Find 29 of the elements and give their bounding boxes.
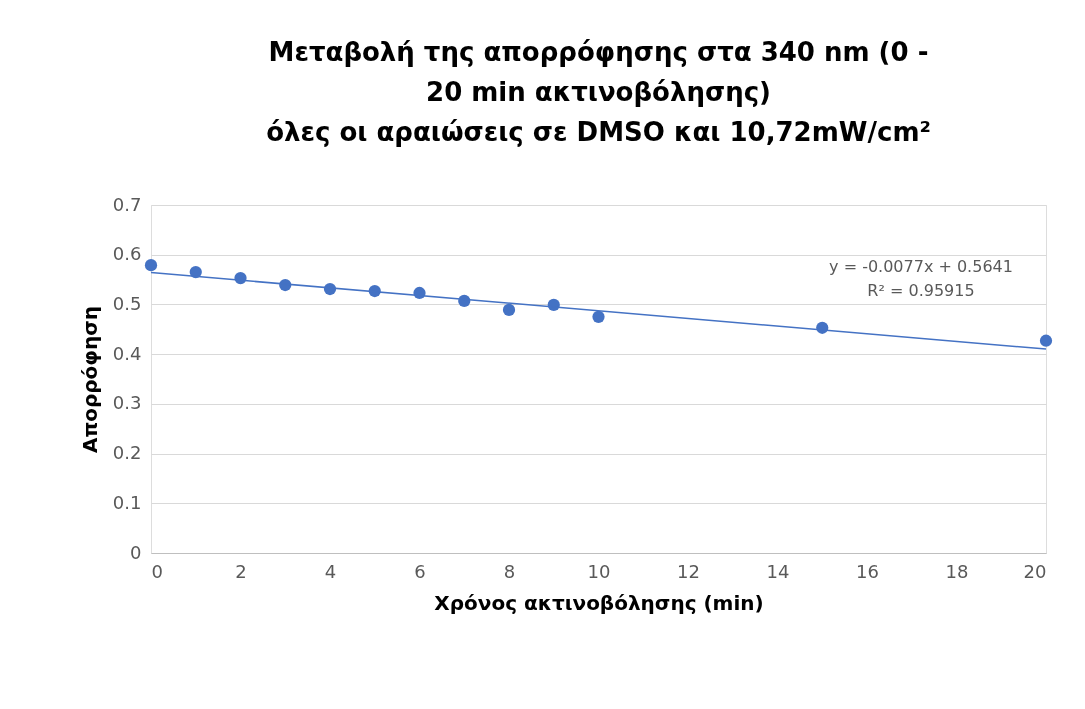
x-tick-label: 8	[503, 560, 516, 582]
x-tick-label: 4	[324, 560, 337, 582]
point	[502, 303, 516, 317]
x-tick-label: 6	[414, 560, 426, 582]
y-tick-label: 0.5	[112, 292, 142, 314]
point	[592, 310, 605, 323]
x-tick-label: 14	[766, 560, 790, 582]
x-tick-label: 12	[677, 560, 700, 582]
y-axis-title: Απορρόφηση	[77, 305, 102, 454]
x-axis-title: Χρόνος ακτινοβόλησης (min)	[434, 590, 764, 615]
chart-title: Μεταβολή της απορρόφησης στα 340 nm (0 - 20 min ακτινοβόλησης) όλες οι αραιώσεις σε DMSO και 10,72mW/cm²	[266, 37, 931, 147]
x-tick-label: 10	[587, 560, 611, 582]
y-tick-label: 0.7	[112, 193, 142, 215]
x-tick-label: 18	[945, 560, 969, 582]
y-tick-label: 0.1	[112, 491, 142, 513]
y-tick-label: 0.2	[112, 442, 142, 464]
x-tick-label: 16	[856, 560, 879, 582]
y-tick-label: 0.4	[112, 342, 142, 364]
x-tick-label: 20	[1023, 560, 1047, 582]
x-tick-label: 0	[151, 560, 163, 582]
annotation: R² = 0.95915	[867, 281, 975, 300]
point	[189, 266, 202, 279]
y-tick-label: 0	[130, 541, 142, 563]
x-tick-label: 2	[235, 560, 247, 582]
point	[1039, 334, 1053, 347]
y-tick-label: 0.6	[112, 243, 142, 265]
annotation: y = -0.0077x + 0.5641	[829, 257, 1013, 276]
point	[144, 259, 158, 272]
y-tick-label: 0.3	[112, 392, 142, 414]
